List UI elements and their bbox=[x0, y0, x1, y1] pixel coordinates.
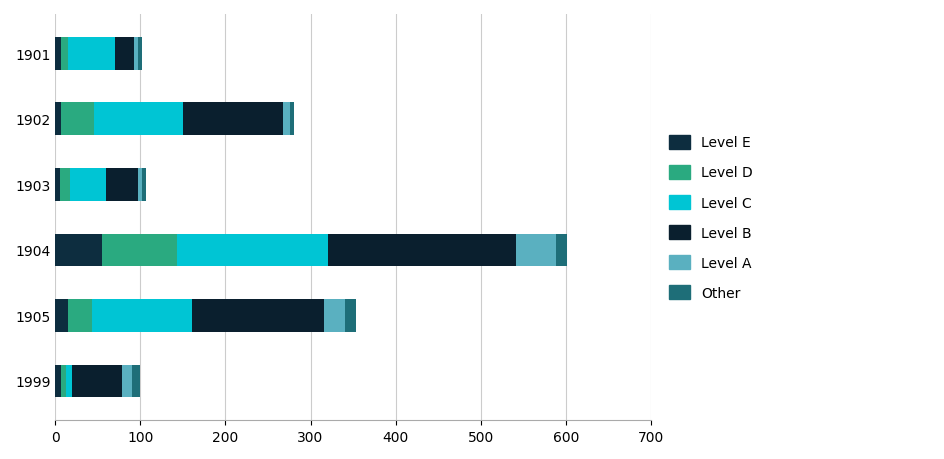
Bar bbox=[106, 168, 138, 202]
Bar bbox=[133, 38, 138, 71]
Bar bbox=[56, 103, 61, 136]
Bar bbox=[329, 234, 515, 267]
Bar bbox=[56, 168, 59, 202]
Bar bbox=[61, 103, 93, 136]
Bar bbox=[56, 299, 68, 332]
Bar bbox=[68, 38, 115, 71]
Bar bbox=[132, 365, 141, 397]
Bar bbox=[183, 103, 283, 136]
Bar bbox=[138, 38, 142, 71]
Bar bbox=[59, 168, 70, 202]
Bar bbox=[65, 365, 73, 397]
Bar bbox=[93, 103, 183, 136]
Bar bbox=[138, 168, 142, 202]
Bar bbox=[56, 365, 61, 397]
Bar bbox=[92, 299, 193, 332]
Bar bbox=[193, 299, 324, 332]
Bar bbox=[290, 103, 295, 136]
Legend: Level E, Level D, Level C, Level B, Level A, Other: Level E, Level D, Level C, Level B, Leve… bbox=[663, 130, 758, 306]
Bar bbox=[115, 38, 133, 71]
Bar bbox=[56, 234, 102, 267]
Bar bbox=[556, 234, 566, 267]
Bar bbox=[177, 234, 329, 267]
Bar bbox=[70, 168, 106, 202]
Bar bbox=[324, 299, 346, 332]
Bar bbox=[73, 365, 122, 397]
Bar bbox=[515, 234, 556, 267]
Bar bbox=[142, 168, 146, 202]
Bar bbox=[61, 365, 65, 397]
Bar bbox=[61, 38, 68, 71]
Bar bbox=[122, 365, 132, 397]
Bar bbox=[346, 299, 355, 332]
Bar bbox=[102, 234, 177, 267]
Bar bbox=[68, 299, 92, 332]
Bar bbox=[283, 103, 290, 136]
Bar bbox=[56, 38, 61, 71]
